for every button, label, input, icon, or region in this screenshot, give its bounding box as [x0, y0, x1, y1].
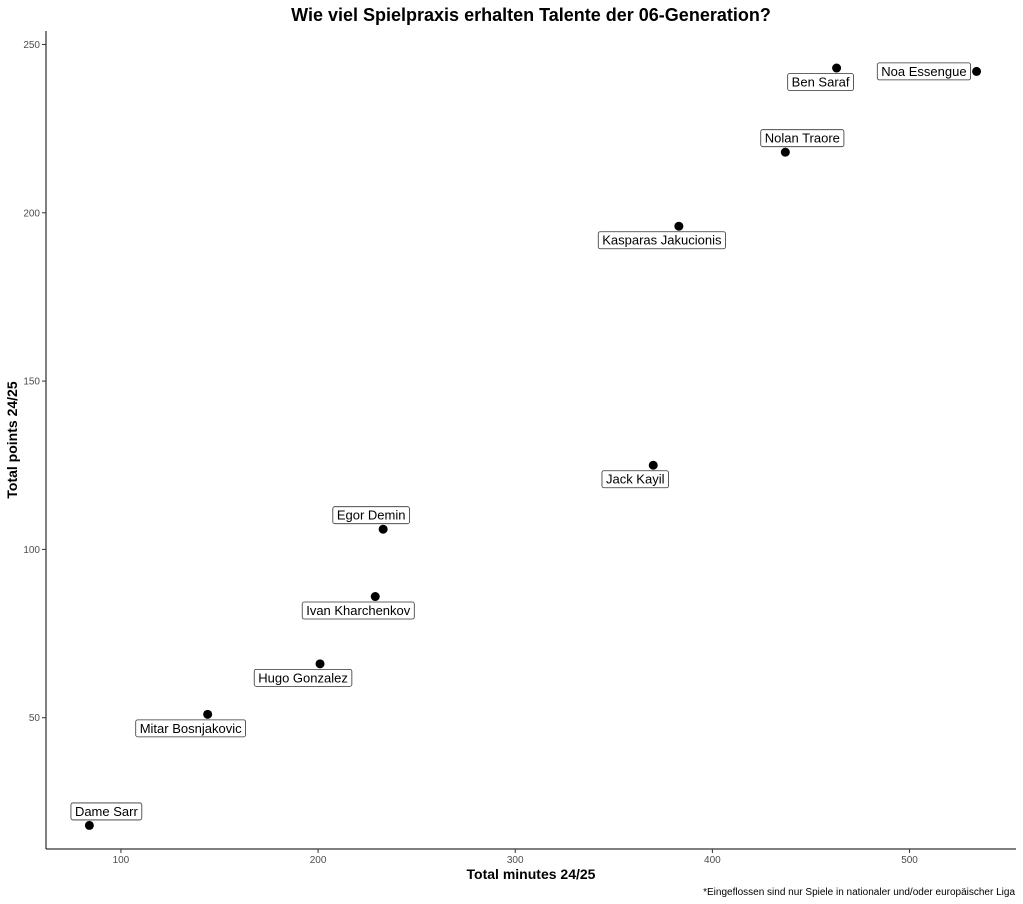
data-point: [84, 820, 94, 830]
point-label: Jack Kayil: [601, 470, 669, 489]
data-point: [315, 659, 325, 669]
point-label: Nolan Traore: [760, 129, 845, 148]
point-label: Ivan Kharchenkov: [301, 601, 415, 620]
point-label-box: [787, 73, 854, 91]
data-point: [370, 592, 380, 602]
point-label-text: Kasparas Jakucionis: [602, 233, 722, 248]
data-point: [674, 221, 684, 231]
x-tick-label: 300: [507, 855, 524, 866]
data-point: [972, 66, 982, 76]
point-labels: Dame Sarr Mitar Bosnjakovic Hugo Gonzalez I…: [70, 62, 971, 821]
axes: [45, 31, 1016, 850]
point-label-text: Ivan Kharchenkov: [306, 603, 411, 618]
data-point: [378, 524, 388, 534]
point-label-text: Nolan Traore: [765, 131, 840, 146]
point-label: Mitar Bosnjakovic: [135, 719, 247, 738]
point-label: Ben Saraf: [787, 73, 854, 91]
point-label-box: [876, 62, 971, 81]
y-tick-label: 250: [23, 40, 40, 51]
point-label-box: [597, 231, 726, 250]
point-label-text: Hugo Gonzalez: [258, 670, 348, 685]
point-label-box: [135, 719, 247, 738]
point-label: Kasparas Jakucionis: [597, 231, 726, 250]
data-points: [84, 63, 982, 830]
x-axis-title: Total minutes 24/25: [467, 866, 596, 882]
point-label-text: Egor Demin: [337, 508, 406, 523]
x-tick-label: 100: [113, 855, 130, 866]
data-point: [203, 709, 213, 719]
y-tick-label: 150: [23, 377, 40, 388]
point-label-text: Dame Sarr: [75, 804, 139, 819]
point-label-box: [253, 668, 353, 687]
y-tick-label: 200: [23, 208, 40, 219]
point-label-box: [332, 506, 410, 525]
point-label-box: [601, 470, 669, 489]
point-label-box: [70, 802, 143, 821]
point-label: Hugo Gonzalez: [253, 668, 353, 687]
point-label-box: [301, 601, 415, 620]
data-point: [780, 147, 790, 157]
y-tick-label: 100: [23, 545, 40, 556]
x-tick-label: 400: [704, 855, 721, 866]
data-point: [648, 460, 658, 470]
y-tick-label: 50: [29, 713, 41, 724]
data-point: [832, 63, 842, 73]
point-label: Dame Sarr: [70, 802, 143, 821]
y-axis-ticks: 50 100 150 200 250: [23, 40, 46, 724]
point-label: Egor Demin: [332, 506, 410, 525]
chart-caption: *Eingeflossen sind nur Spiele in nationa…: [703, 887, 1015, 898]
y-axis-title: Total points 24/25: [4, 381, 20, 498]
x-tick-label: 200: [310, 855, 327, 866]
point-label: Noa Essengue: [876, 62, 971, 81]
x-axis-ticks: 100 200 300 400 500: [113, 849, 918, 866]
point-label-text: Noa Essengue: [881, 64, 966, 79]
point-label-text: Ben Saraf: [792, 75, 850, 90]
chart-title: Wie viel Spielpraxis erhalten Talente de…: [291, 5, 771, 25]
point-label-box: [760, 129, 845, 148]
x-tick-label: 500: [901, 855, 918, 866]
point-label-text: Jack Kayil: [606, 472, 665, 487]
point-label-text: Mitar Bosnjakovic: [140, 721, 242, 736]
